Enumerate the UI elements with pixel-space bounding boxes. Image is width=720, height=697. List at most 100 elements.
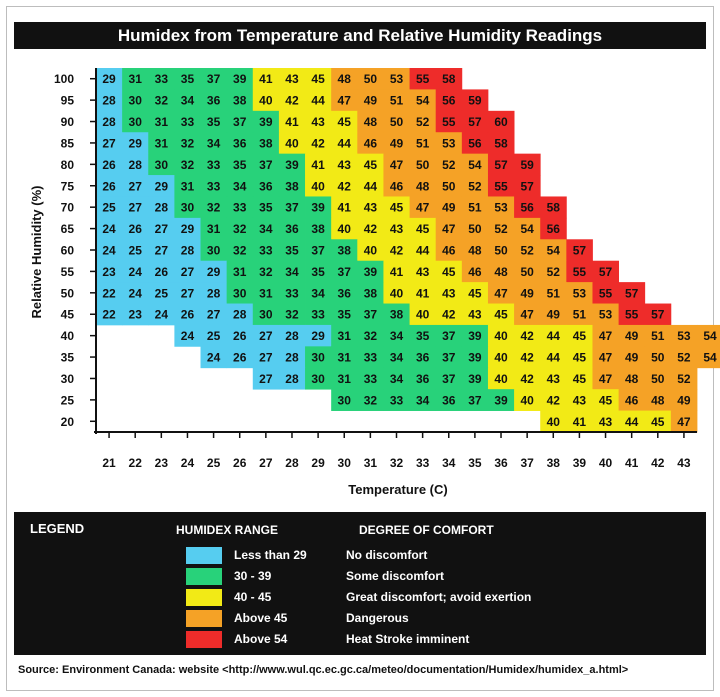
heatmap-cell [592,282,620,304]
cell-value-label: 45 [390,201,404,215]
heatmap-cell [383,68,410,90]
cell-value-label: 47 [520,308,534,322]
heatmap-cell [514,217,541,240]
heatmap-cell [174,110,201,133]
heatmap-cell [540,217,567,240]
y-tick-label: 35 [61,351,75,365]
heatmap-cell [409,175,437,197]
heatmap-cell [540,239,567,262]
heatmap-cell [592,367,620,390]
cell-value-label: 37 [364,308,378,322]
cell-value-label: 37 [311,244,325,258]
heatmap-cell [174,324,201,347]
cell-value-label: 36 [207,94,221,108]
cell-value-label: 42 [364,222,378,236]
cell-value-label: 29 [129,136,143,150]
legend-comfort-label: Great discomfort; avoid exertion [346,590,532,604]
cell-value-label: 37 [207,72,221,86]
cell-value-label: 28 [155,201,169,215]
cell-value-label: 31 [155,136,169,150]
heatmap-cell [670,346,698,369]
y-tick-label: 75 [61,179,75,193]
heatmap-cell [566,260,593,283]
heatmap-cell [96,110,123,133]
heatmap-cell [305,153,332,176]
cell-value-label: 55 [416,72,430,86]
cell-value-label: 51 [468,201,482,215]
heatmap-cell [409,324,437,347]
x-tick-label: 29 [311,456,325,470]
legend-range-label: Above 45 [234,611,288,625]
cell-value-label: 23 [102,265,116,279]
heatmap-cell [331,153,358,176]
cell-value-label: 43 [338,158,352,172]
cell-value-label: 32 [259,265,273,279]
heatmap-cell [514,260,541,283]
heatmap-cell [409,239,437,262]
heatmap-cell [96,89,123,112]
heatmap-cell [644,367,672,390]
heatmap-cell [278,303,306,326]
heatmap-cell [435,196,463,219]
cell-value-label: 27 [259,329,273,343]
cell-value-label: 52 [494,222,508,236]
heatmap-cell [200,153,228,176]
cell-value-label: 27 [102,136,116,150]
legend-item: 30 - 39 Some discomfort [186,568,686,585]
cell-value-label: 52 [547,265,561,279]
heatmap-cell [461,367,489,390]
heatmap-cell [122,260,149,283]
heatmap-cell [226,346,254,369]
heatmap-cell [461,239,489,262]
heatmap-cell [409,389,437,411]
heatmap-cell [278,153,306,176]
heatmap-cell [122,303,149,326]
heatmap-cell [435,324,463,347]
cell-value-label: 25 [155,286,169,300]
cell-value-label: 39 [259,115,273,129]
cell-value-label: 26 [233,351,247,365]
heatmap-cell [435,153,463,176]
heatmap-cell [278,68,306,90]
cell-value-label: 45 [599,393,613,407]
heatmap-cell [305,132,332,155]
heatmap-cell [305,260,332,283]
heatmap-cell [148,175,175,197]
cell-value-label: 44 [311,94,325,108]
heatmap-cell [435,132,463,155]
heatmap-cell [618,303,646,326]
cell-value-label: 56 [547,222,561,236]
cell-value-label: 28 [129,158,143,172]
x-tick-label: 22 [129,456,143,470]
cell-value-label: 37 [338,265,352,279]
cell-value-label: 27 [155,222,169,236]
cell-value-label: 48 [338,72,352,86]
heatmap-cell [148,110,175,133]
legend-swatch [186,631,222,648]
cell-value-label: 52 [677,351,691,365]
heatmap-cell [461,89,489,112]
cell-value-label: 28 [285,329,299,343]
cell-value-label: 46 [442,244,456,258]
heatmap-cell [409,367,437,390]
heatmap-cell [252,282,280,304]
cell-value-label: 45 [494,308,508,322]
heatmap-cell [514,196,541,219]
legend-comfort-header: DEGREE OF COMFORT [359,523,494,537]
x-tick-label: 36 [494,456,508,470]
cell-value-label: 51 [390,94,404,108]
heatmap-cell [331,89,358,112]
heatmap-cell [383,110,410,133]
heatmap-cell [540,282,567,304]
x-tick-label: 23 [155,456,169,470]
heatmap-cell [148,153,175,176]
heatmap-cell [566,324,593,347]
cell-value-label: 26 [129,222,143,236]
legend-swatch [186,547,222,564]
x-tick-label: 30 [338,456,352,470]
cell-value-label: 52 [416,115,430,129]
heatmap-cell [226,239,254,262]
cell-value-label: 48 [364,115,378,129]
cell-value-label: 50 [651,351,665,365]
heatmap-cell [252,303,280,326]
